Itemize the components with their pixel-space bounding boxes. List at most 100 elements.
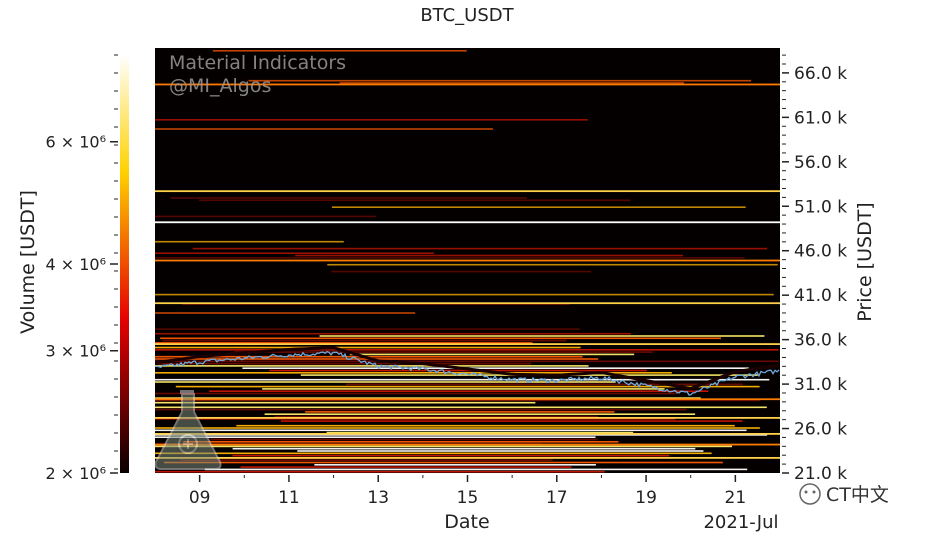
x-tick-label: 13 [367, 488, 389, 508]
liquidity-wall [155, 259, 780, 262]
heatmap-band [232, 447, 696, 450]
heatmap-band [163, 461, 723, 464]
heatmap-band [155, 406, 767, 409]
y-tick-label: 66.0 k [794, 64, 847, 84]
x-tick-label: 21 [725, 488, 747, 508]
heatmap-band [155, 434, 768, 436]
heatmap-band [346, 383, 744, 386]
y-tick-label: 41.0 k [794, 286, 847, 306]
y-tick-label: 56.0 k [794, 153, 847, 173]
heatmap-band [297, 450, 704, 452]
colorbar-tick-label: 2 × 10⁶ [45, 464, 106, 483]
y-tick-label: 36.0 k [794, 331, 847, 351]
heatmap-band [209, 390, 709, 392]
y-tick-label: 51.0 k [794, 197, 847, 217]
heatmap-band [155, 372, 672, 374]
heatmap-band [155, 257, 745, 259]
liquidity-wall [155, 432, 780, 435]
heatmap-band [248, 79, 752, 82]
chart-title: BTC_USDT [420, 5, 514, 26]
colorbar-tick-label: 3 × 10⁶ [45, 342, 106, 361]
liquidity-wall [155, 302, 780, 305]
heatmap-band [155, 401, 536, 404]
ct-badge-text: CT中文 [826, 484, 889, 506]
heatmap-band [274, 415, 599, 418]
heatmap-band [327, 263, 778, 266]
heatmap-band [155, 445, 733, 448]
price-line [155, 350, 780, 396]
x-tick-label: 15 [457, 488, 479, 508]
heatmap-band [162, 339, 567, 342]
watermark-line1: Material Indicators [169, 52, 346, 74]
liquidity-wall [155, 398, 780, 401]
watermark-line2: @MI_Algos [169, 75, 271, 97]
heatmap-band [155, 128, 494, 130]
heatmap-band [155, 452, 712, 455]
liquidity-wall [155, 221, 780, 224]
heatmap-band [155, 427, 760, 429]
colorbar-tick-label: 6 × 10⁶ [45, 133, 106, 152]
heatmap-band [155, 392, 678, 395]
x-tick-label: 11 [278, 488, 300, 508]
heatmap-band [155, 349, 779, 351]
price-line-group [155, 350, 780, 396]
y-axis-label: Price [USDT] [854, 202, 876, 321]
heatmap-band [160, 337, 721, 340]
heatmap-band [155, 360, 779, 363]
liquidity-wall [155, 443, 780, 446]
liquidity-wall [155, 83, 780, 86]
ct-badge: CT中文 [799, 483, 889, 506]
y-tick-label: 21.0 k [794, 464, 847, 484]
x-axis-ticks: 09 11 13 15 17 19 21 [189, 475, 746, 508]
heatmap-band [155, 381, 616, 383]
heatmap-band [155, 365, 589, 367]
heatmap-band [331, 270, 592, 273]
heatmap-bands [155, 50, 780, 473]
heatmap-band [240, 466, 572, 468]
heatmap-band [349, 353, 635, 356]
heatmap-band [155, 240, 344, 243]
heatmap-band [264, 413, 696, 415]
liquidity-wall [155, 190, 780, 193]
y-axis-ticks: 21.0 k 26.0 k 31.0 k 36.0 k 41.0 k 46.0 k 51.0… [782, 54, 847, 484]
y-tick-label: 26.0 k [794, 420, 847, 440]
heatmap-band [155, 342, 533, 344]
colorbar-ticks: 2 × 10⁶ 3 × 10⁶ 4 × 10⁶ 6 × 10⁶ [45, 54, 118, 483]
heatmap-band [212, 50, 467, 52]
heatmap-band [155, 328, 580, 330]
heatmap-band [155, 418, 676, 420]
x-tick-label: 19 [635, 488, 657, 508]
heatmap-band [155, 332, 632, 335]
x-tick-label: 09 [189, 488, 211, 508]
heatmap-band [262, 388, 665, 390]
heatmap-band [339, 82, 684, 84]
heatmap-band [305, 411, 615, 413]
heatmap-band [155, 399, 761, 402]
heatmap-band [155, 312, 416, 314]
x-axis-sublabel: 2021-Jul [703, 512, 778, 533]
heatmap-band [242, 367, 749, 369]
colorbar-label: Volume [USDT] [17, 190, 39, 334]
heatmap-band [155, 293, 774, 296]
heatmap-band [175, 385, 760, 388]
x-axis-label: Date [444, 511, 489, 533]
heatmap-band [155, 362, 532, 365]
liquidity-wall [155, 343, 780, 345]
heatmap-band [183, 441, 619, 443]
heatmap-band [155, 215, 376, 218]
colorbar-tick-label: 4 × 10⁶ [45, 255, 106, 274]
heatmap-band [331, 206, 746, 208]
colorbar [120, 55, 129, 473]
heatmap-band [210, 438, 598, 441]
heatmap-band [155, 408, 687, 411]
heatmap-band [155, 436, 596, 438]
heatmap-band [180, 459, 553, 461]
heatmap-band [269, 369, 647, 372]
heatmap-band [155, 119, 588, 121]
heatmap-band [155, 429, 747, 432]
price-shadow [155, 346, 780, 390]
heatmap-band [199, 199, 631, 202]
heatmap-band [234, 351, 653, 353]
heatmap-band [155, 252, 434, 254]
